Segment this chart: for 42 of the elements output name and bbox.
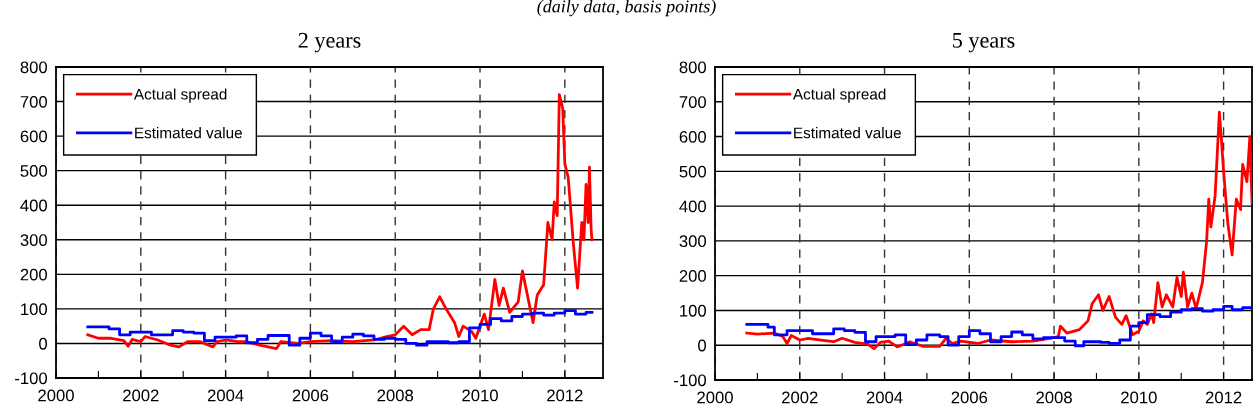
x-tick-label: 2008 <box>1036 391 1072 404</box>
x-tick-label: 2010 <box>1121 391 1157 404</box>
x-tick-label: 2002 <box>782 391 818 404</box>
y-tick-label: 400 <box>20 199 48 212</box>
legend-label: Estimated value <box>135 127 242 139</box>
x-tick-label: 2002 <box>123 389 159 402</box>
y-tick-label: 700 <box>20 95 48 108</box>
y-tick-label: 400 <box>679 200 707 213</box>
y-tick-label: 0 <box>39 337 48 350</box>
x-tick-label: 2010 <box>462 389 498 402</box>
y-tick-label: -100 <box>15 372 48 385</box>
y-tick-label: 800 <box>20 61 48 74</box>
x-tick-label: 2012 <box>547 389 583 402</box>
x-tick-label: 2006 <box>292 389 329 402</box>
x-tick-label: 2004 <box>207 389 244 402</box>
legend-label: Estimated value <box>794 127 901 139</box>
y-tick-label: 300 <box>679 235 707 248</box>
y-tick-label: 200 <box>20 268 48 281</box>
legend-label: Actual spread <box>133 88 227 103</box>
legend-label: Actual spread <box>792 88 886 103</box>
y-tick-label: 500 <box>20 165 48 177</box>
chart-subtitle: (daily data, basis points) <box>537 0 716 17</box>
x-tick-label: 2000 <box>38 389 74 402</box>
x-tick-label: 2004 <box>866 391 903 404</box>
chart-title: 2 years <box>298 32 361 53</box>
y-tick-label: 100 <box>680 304 707 317</box>
x-tick-label: 2000 <box>697 391 733 404</box>
y-tick-label: 100 <box>21 303 48 316</box>
y-tick-label: 600 <box>679 130 707 143</box>
y-tick-label: -100 <box>674 374 707 387</box>
y-tick-label: 500 <box>679 165 707 178</box>
chart-title: 5 years <box>953 33 1015 53</box>
y-tick-label: 700 <box>679 96 707 108</box>
x-tick-label: 2008 <box>377 389 414 402</box>
y-tick-label: 0 <box>698 339 707 352</box>
y-tick-label: 200 <box>679 270 707 282</box>
x-tick-label: 2006 <box>951 391 988 404</box>
y-tick-label: 800 <box>679 61 707 74</box>
line-series <box>745 110 1252 351</box>
y-tick-label: 300 <box>20 234 48 246</box>
y-tick-label: 600 <box>20 130 48 143</box>
x-tick-label: 2012 <box>1205 391 1242 404</box>
